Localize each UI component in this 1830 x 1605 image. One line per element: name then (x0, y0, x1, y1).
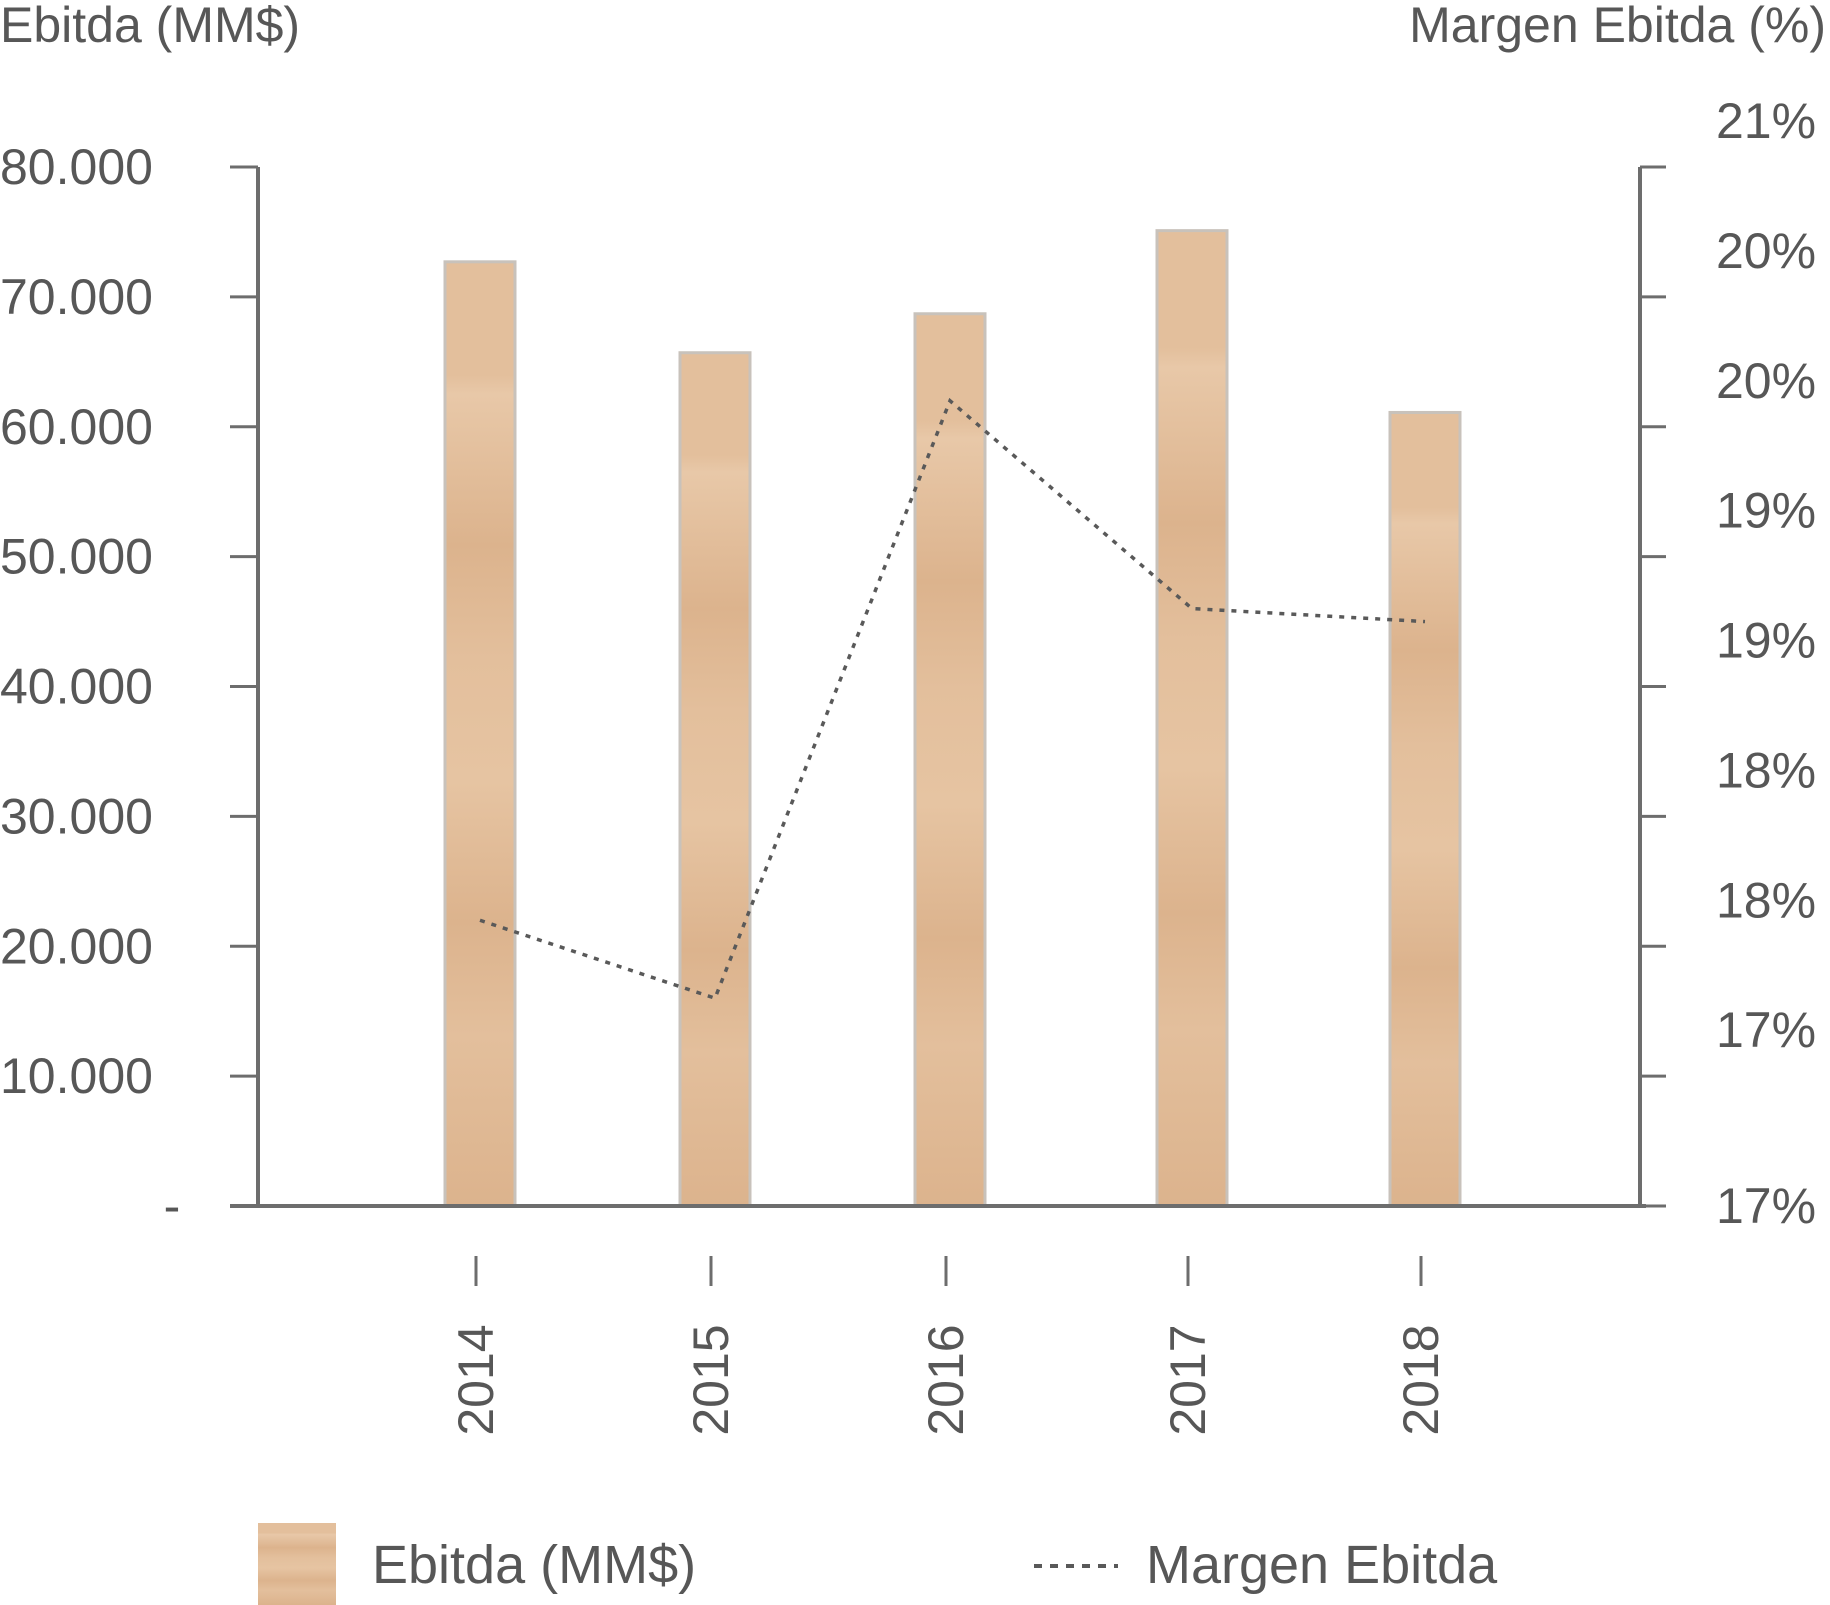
x-tick-label: 2014 (448, 1324, 504, 1435)
ebitda-bar (913, 312, 987, 1208)
left-tick-label: 50.000 (0, 529, 153, 585)
legend-label-ebitda: Ebitda (MM$) (372, 1535, 696, 1595)
right-tick-label: 20% (1716, 223, 1816, 279)
right-tick-label: 19% (1716, 613, 1816, 669)
ebitda-bar (1388, 410, 1462, 1208)
ebitda-bar (443, 260, 517, 1208)
left-tick-label: 80.000 (0, 139, 153, 195)
right-tick-label: 21% (1716, 93, 1816, 149)
legend: Ebitda (MM$) Margen Ebitda (258, 1523, 1498, 1605)
bar-series (443, 229, 1462, 1208)
right-tick-label: 18% (1716, 742, 1816, 798)
x-tick-label: 2015 (683, 1324, 739, 1435)
right-tick-label: 17% (1716, 1002, 1816, 1058)
x-tick-label: 2017 (1160, 1324, 1216, 1435)
left-tick-label: 30.000 (0, 788, 153, 844)
x-tick-label: 2018 (1393, 1324, 1449, 1435)
x-axis-ticks: 2014 2015 2016 2017 2018 (448, 1256, 1449, 1436)
right-tick-label: 18% (1716, 872, 1816, 928)
right-axis-title: Margen Ebitda (%) (1409, 0, 1826, 53)
x-tick-label: 2016 (918, 1324, 974, 1435)
right-axis-ticks: 17% 17% 18% 18% 19% 19% 20% 20% 21% (1640, 93, 1816, 1234)
margin-line-series (479, 397, 1426, 1001)
right-tick-label: 19% (1716, 483, 1816, 539)
right-tick-label: 17% (1716, 1178, 1816, 1234)
left-axis-title: Ebitda (MM$) (0, 0, 300, 53)
left-axis-ticks: - 10.000 20.000 30.000 40.000 50.000 60.000 70.… (0, 139, 258, 1234)
left-tick-label: 10.000 (0, 1048, 153, 1104)
left-tick-label: 70.000 (0, 269, 153, 325)
right-tick-label: 20% (1716, 353, 1816, 409)
left-tick-label: 60.000 (0, 399, 153, 455)
margin-line (479, 397, 1426, 1001)
axes (230, 167, 1646, 1208)
left-tick-label: 40.000 (0, 659, 153, 715)
ebitda-bar (678, 351, 752, 1208)
legend-bar-swatch (258, 1523, 336, 1605)
legend-label-margin: Margen Ebitda (1146, 1535, 1498, 1595)
ebitda-bar (1155, 229, 1229, 1208)
left-tick-label: 20.000 (0, 918, 153, 974)
left-tick-label: - (164, 1178, 181, 1234)
